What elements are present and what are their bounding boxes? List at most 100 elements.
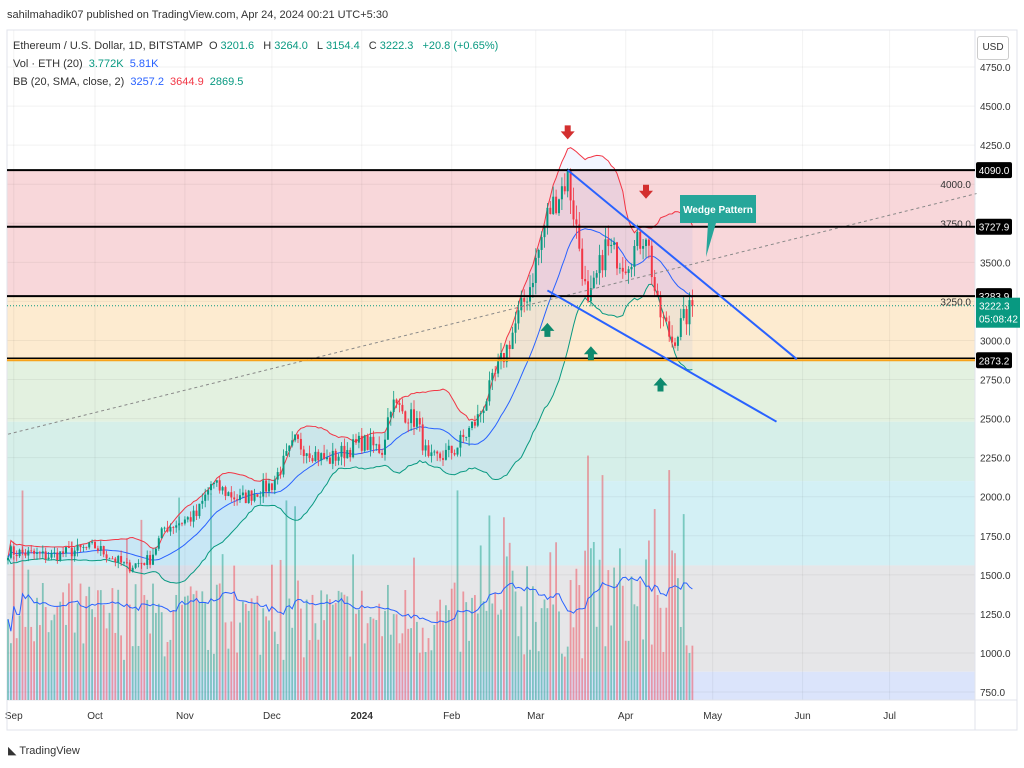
volume-bar <box>677 578 679 700</box>
candle-body <box>410 409 413 424</box>
candle-body <box>268 483 270 492</box>
volume-bar <box>184 596 186 700</box>
candle <box>601 249 604 278</box>
candle-body <box>227 492 230 496</box>
candle-body <box>123 562 125 564</box>
candle <box>511 326 514 350</box>
candle-body <box>587 281 589 302</box>
candle-body <box>154 548 157 555</box>
candle-body <box>488 380 491 402</box>
candle-body <box>436 451 439 454</box>
volume-bar <box>456 490 459 700</box>
volume-bar <box>505 556 508 700</box>
volume-bar <box>149 633 151 700</box>
candle <box>589 275 592 307</box>
volume-bar <box>578 585 581 700</box>
candle <box>653 269 656 297</box>
candle <box>210 481 212 495</box>
candle <box>398 398 401 413</box>
volume-bar <box>198 601 201 700</box>
volume-bar <box>320 590 323 700</box>
candle <box>465 436 468 441</box>
candle <box>88 541 91 550</box>
candle-body <box>323 453 326 460</box>
volume-bar <box>474 595 476 700</box>
candle <box>221 485 224 495</box>
candle <box>413 400 415 435</box>
volume-bar <box>140 519 143 700</box>
candle-body <box>468 427 471 437</box>
volume-bar <box>166 642 169 700</box>
candle <box>430 444 433 463</box>
volume-bar <box>99 590 102 700</box>
volume-bar <box>108 612 111 700</box>
candle <box>558 198 560 216</box>
candle-body <box>204 494 207 501</box>
volume-bar <box>137 645 140 700</box>
candle-body <box>15 554 18 557</box>
volume-bar <box>668 470 671 700</box>
candle-body <box>366 435 369 450</box>
candle-body <box>59 551 62 560</box>
candle-body <box>302 449 305 456</box>
arrow-up-icon <box>583 346 598 361</box>
volume-bar <box>363 643 366 700</box>
candle-body <box>494 372 497 374</box>
currency-button[interactable]: USD <box>977 36 1009 60</box>
candle <box>375 443 378 451</box>
candle <box>215 480 218 487</box>
candle <box>546 203 549 235</box>
candle <box>540 231 543 264</box>
candle-body <box>676 336 679 346</box>
volume-bar <box>453 582 456 700</box>
x-tick-label: Dec <box>263 711 281 722</box>
volume-bar <box>479 545 482 700</box>
candle-body <box>276 472 279 480</box>
candle <box>285 443 288 456</box>
volume-bar <box>15 638 18 700</box>
volume-bar <box>534 621 537 700</box>
candle <box>7 555 9 565</box>
volume-bar <box>378 603 381 700</box>
candle <box>401 398 404 414</box>
candle <box>27 546 30 562</box>
volume-bar <box>529 649 531 700</box>
volume-bar <box>633 604 636 700</box>
candle-body <box>311 458 314 462</box>
candle <box>529 274 531 311</box>
candle-body <box>421 424 424 451</box>
volume-bar <box>407 628 410 700</box>
volume-bar <box>575 568 578 700</box>
candle-body <box>444 449 447 460</box>
volume-bar <box>532 586 534 700</box>
candle <box>73 547 76 562</box>
candle <box>65 546 67 558</box>
candle <box>534 248 537 295</box>
candle <box>47 552 50 561</box>
candle-body <box>601 255 604 271</box>
volume-bar <box>163 656 166 700</box>
candle <box>50 549 53 561</box>
volume-bar <box>88 586 91 700</box>
candle-body <box>529 287 531 302</box>
level-price-label: 3727.9 <box>979 223 1010 234</box>
volume-bar <box>436 611 439 700</box>
y-tick-label: 4250.0 <box>980 141 1011 152</box>
candle-body <box>189 517 192 522</box>
volume-bar <box>366 623 369 700</box>
candle <box>552 186 555 215</box>
volume-bar <box>134 584 137 700</box>
candle <box>85 546 88 551</box>
volume-bar <box>439 599 441 700</box>
bb-lower-line <box>7 283 693 584</box>
candle <box>343 438 346 467</box>
volume-bar <box>433 625 436 700</box>
volume-bar <box>300 608 302 700</box>
candle-body <box>201 500 204 504</box>
volume-bar <box>445 605 447 700</box>
candle-body <box>575 219 578 225</box>
volume-bar <box>239 622 241 700</box>
candle <box>247 489 250 504</box>
volume-bar <box>53 614 56 700</box>
